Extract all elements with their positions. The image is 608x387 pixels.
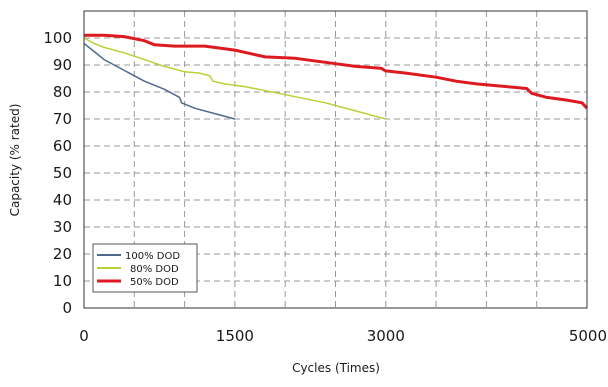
y-tick-label: 100 [43,29,72,47]
y-tick-label: 20 [53,245,72,263]
y-tick-label: 10 [53,272,72,290]
series-line-80-dod [83,37,386,120]
legend: 100% DOD 80% DOD 50% DOD [92,243,198,293]
y-tick-label: 90 [53,56,72,74]
series-line-100-dod [83,42,236,120]
x-tick-label: 3000 [367,327,405,345]
y-tick-label: 30 [53,218,72,236]
series-lines [83,33,589,120]
y-tick-labels: 0 10 20 30 40 50 60 70 80 90 100 [43,29,72,317]
y-tick-label: 60 [53,137,72,155]
x-axis-title: Cycles (Times) [292,361,380,375]
x-tick-label: 1500 [216,327,254,345]
series-line-50-dod [84,33,589,110]
y-tick-label: 80 [53,83,72,101]
legend-label-100-dod: 100% DOD [125,251,180,262]
y-tick-label: 40 [53,191,72,209]
y-tick-label: 0 [62,299,72,317]
y-tick-label: 70 [53,110,72,128]
legend-label-80-dod: 80% DOD [130,264,179,275]
x-tick-label: 0 [79,327,89,345]
x-tick-labels: 0 1500 3000 5000 [79,327,607,345]
legend-label-50-dod: 50% DOD [130,277,179,288]
x-tick-label: 5000 [569,327,607,345]
y-tick-label: 50 [53,164,72,182]
y-axis-title: Capacity (% rated) [8,104,22,217]
plot-frame [83,10,588,309]
